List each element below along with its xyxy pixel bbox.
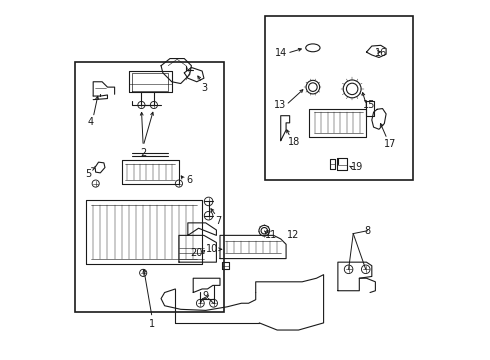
Text: 8: 8 — [365, 226, 370, 236]
Text: 6: 6 — [187, 175, 193, 185]
Bar — [265, 16, 413, 180]
Text: 11: 11 — [265, 230, 277, 240]
Text: 9: 9 — [203, 291, 209, 301]
Bar — [75, 62, 223, 312]
Text: 2: 2 — [140, 148, 147, 158]
Text: 3: 3 — [201, 83, 207, 93]
Text: 14: 14 — [274, 48, 287, 58]
Text: 15: 15 — [363, 100, 375, 110]
Text: 4: 4 — [88, 117, 94, 127]
Text: 7: 7 — [215, 216, 221, 226]
Text: 10: 10 — [206, 244, 218, 254]
Text: 13: 13 — [274, 100, 286, 110]
Text: 19: 19 — [351, 162, 364, 172]
Text: 17: 17 — [384, 139, 396, 149]
Text: 1: 1 — [149, 319, 155, 329]
Text: 5: 5 — [85, 169, 92, 179]
Text: 12: 12 — [287, 230, 299, 240]
Text: 18: 18 — [288, 138, 300, 148]
Text: 20: 20 — [190, 248, 202, 258]
Text: 16: 16 — [375, 48, 387, 58]
